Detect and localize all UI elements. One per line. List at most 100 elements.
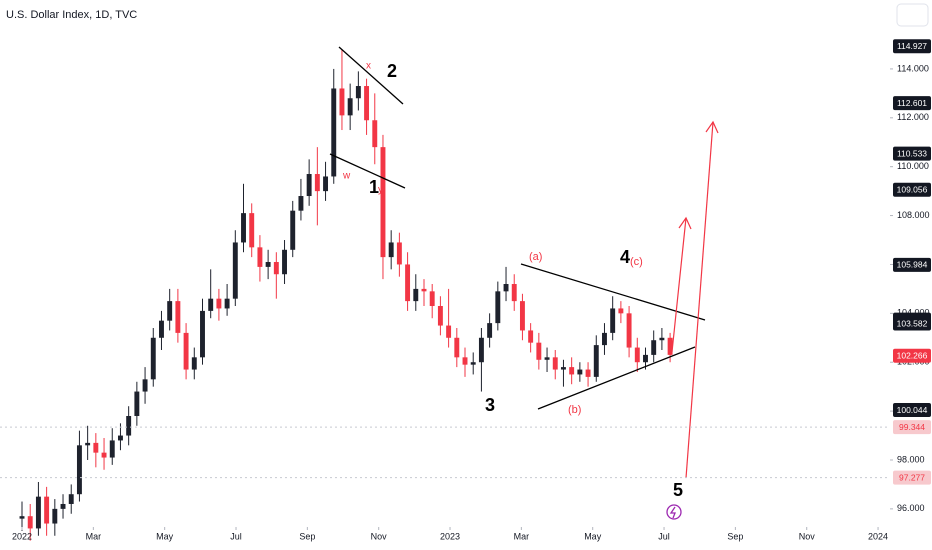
- candle-body: [372, 120, 378, 148]
- candle-body: [323, 176, 329, 192]
- price-label: 109.056: [897, 185, 928, 195]
- candle-body: [175, 301, 181, 333]
- x-tick-label: May: [584, 531, 602, 541]
- wave-label: (b): [568, 404, 581, 416]
- candle-body: [405, 264, 411, 302]
- candle-body: [454, 337, 460, 358]
- candle-body: [314, 174, 320, 192]
- candle-body: [593, 345, 599, 377]
- projection-arrow: [671, 217, 687, 353]
- price-label-box: [893, 257, 931, 272]
- candle-body: [667, 337, 673, 355]
- candle-body: [519, 301, 525, 331]
- candle-body: [446, 325, 452, 338]
- event-icon-bolt: [669, 506, 676, 519]
- candle-body: [306, 174, 312, 197]
- candle-body: [27, 516, 33, 529]
- candle-body: [470, 362, 476, 365]
- candle-body: [117, 435, 123, 441]
- projection-arrow: [685, 121, 714, 479]
- price-label-box: [893, 420, 931, 435]
- candle-body: [101, 452, 107, 458]
- candle-body: [76, 445, 82, 495]
- settings-button[interactable]: [896, 3, 929, 27]
- price-label: 99.344: [899, 422, 925, 432]
- candle-body: [560, 367, 566, 370]
- x-tick-label: Sep: [299, 531, 315, 541]
- candle-body: [552, 357, 558, 370]
- candle-body: [396, 242, 402, 265]
- candle-body: [109, 440, 115, 458]
- x-tick-label: Jul: [658, 531, 670, 541]
- candle-body: [142, 379, 148, 392]
- wave-label: 4: [620, 247, 630, 267]
- price-label-box: [893, 182, 931, 197]
- candle-body: [528, 330, 534, 343]
- price-label-box: [893, 470, 931, 485]
- drawings: [329, 46, 719, 520]
- candle-body: [503, 284, 509, 292]
- candle-body: [224, 298, 230, 309]
- price-label: 97.277: [899, 472, 925, 482]
- x-tick-label: Mar: [514, 531, 530, 541]
- candle-body: [265, 262, 271, 267]
- y-tick-label: 96.000: [897, 503, 925, 513]
- candle-body: [487, 323, 493, 338]
- x-tick-label: Sep: [727, 531, 743, 541]
- wave-label: (c): [630, 256, 643, 268]
- candle-body: [634, 347, 640, 363]
- x-tick-label: 2024: [868, 531, 888, 541]
- x-tick-label: Jul: [230, 531, 242, 541]
- y-tick-label: 114.000: [897, 63, 929, 73]
- candle-body: [388, 242, 394, 258]
- price-label: 102.266: [897, 350, 928, 360]
- price-label-box: [893, 146, 931, 161]
- candle-body: [282, 249, 287, 275]
- event-icon[interactable]: [666, 504, 682, 520]
- price-label: 103.582: [897, 318, 928, 328]
- candle-body: [643, 354, 648, 363]
- candle-body: [618, 308, 624, 314]
- candle-body: [347, 98, 353, 116]
- candle-body: [413, 288, 419, 302]
- candle-body: [577, 369, 583, 375]
- x-tick-label: 2023: [440, 531, 460, 541]
- price-label: 105.984: [897, 260, 928, 270]
- candle-body: [602, 332, 607, 346]
- candle-body: [585, 369, 591, 377]
- y-tick-label: 112.000: [897, 112, 929, 122]
- price-label-box: [893, 348, 931, 363]
- arrow-head: [678, 216, 692, 230]
- trend-line: [338, 46, 404, 105]
- candle-body: [52, 508, 58, 524]
- candle-body: [610, 308, 616, 333]
- candle-body: [511, 284, 517, 302]
- candle-body: [134, 391, 140, 416]
- y-tick-label: 110.000: [897, 161, 929, 171]
- candle-body: [68, 494, 74, 504]
- x-tick-label: 2022: [12, 531, 32, 541]
- candle-body: [380, 147, 386, 258]
- candle-body: [651, 340, 657, 355]
- candle-body: [355, 86, 361, 99]
- candle-body: [421, 288, 427, 292]
- candle-body: [200, 310, 205, 358]
- candle-body: [437, 306, 443, 326]
- candle-body: [429, 291, 435, 307]
- wave-label: 5: [673, 480, 683, 500]
- price-label: 100.044: [897, 405, 928, 415]
- y-tick-label: 98.000: [897, 454, 925, 464]
- candle-body: [659, 337, 665, 341]
- candle-body: [298, 196, 304, 211]
- candle-body: [462, 357, 468, 365]
- arrow-head: [705, 120, 719, 134]
- candle-body: [44, 496, 50, 524]
- wave-label: w: [342, 171, 351, 182]
- price-label-box: [893, 39, 931, 54]
- price-label-box: [893, 403, 931, 418]
- candle-body: [216, 298, 222, 309]
- candle-body: [85, 442, 91, 446]
- trend-line: [537, 346, 696, 410]
